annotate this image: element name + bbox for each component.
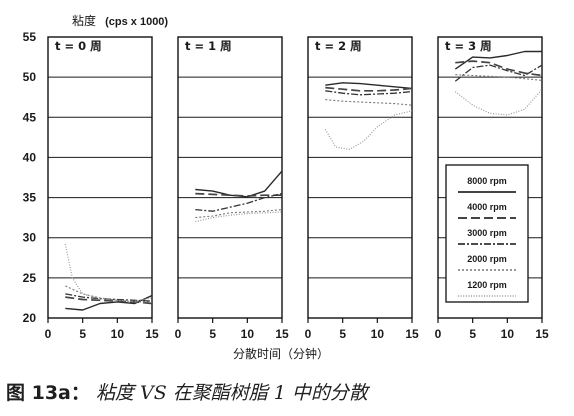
y-axis-title-prefix: 粘度: [72, 13, 96, 28]
x-tick-label: 15: [405, 327, 419, 341]
x-tick-label: 5: [209, 327, 216, 341]
x-tick-label: 0: [175, 327, 182, 341]
series-line: [325, 82, 413, 90]
legend: 8000 rpm 4000 rpm 3000 rpm 2000 rpm 1200 rpm: [445, 164, 529, 303]
series-line: [454, 64, 543, 82]
panel-title: t = 2 周: [315, 39, 362, 53]
chart-panel: 0 5 10 15 t = 2 周: [305, 36, 419, 341]
x-tick-label: 0: [305, 327, 312, 341]
chart-panel: 0 5 10 15 t = 0 周: [45, 36, 159, 341]
panel-frame: [307, 36, 413, 319]
panel-title: t = 1 周: [185, 39, 232, 53]
series-line: [325, 90, 413, 96]
panel-title: t = 3 周: [445, 39, 492, 53]
figure-caption: 图 13a： 粘度 VS 在聚酯树脂 1 中的分散: [6, 378, 368, 405]
x-tick-label: 5: [469, 327, 476, 341]
x-tick-label: 0: [45, 327, 52, 341]
series-line: [195, 209, 283, 219]
panel-title: t = 0 周: [55, 39, 102, 53]
figure-number: 图 13a：: [6, 382, 90, 404]
x-tick-label: 5: [339, 327, 346, 341]
y-tick-label: 45: [23, 110, 37, 124]
y-tick-label: 50: [23, 70, 37, 84]
series-line: [195, 192, 282, 197]
x-tick-label: 10: [111, 327, 125, 341]
x-tick-label: 15: [535, 327, 549, 341]
x-tick-label: 15: [145, 327, 159, 341]
series-line: [195, 211, 283, 223]
x-tick-label: 15: [275, 327, 289, 341]
series-line: [65, 296, 153, 305]
panel-frame: [437, 36, 543, 319]
legend-label: 2000 rpm: [467, 254, 507, 264]
legend-label: 8000 rpm: [467, 176, 507, 186]
series-line: [454, 50, 542, 70]
y-tick-label: 55: [23, 30, 37, 44]
series-line: [325, 99, 413, 106]
panel-frame: [47, 36, 153, 319]
series-line: [64, 243, 153, 302]
x-tick-label: 10: [241, 327, 255, 341]
series-line: [324, 110, 413, 150]
series-line: [65, 285, 152, 303]
y-tick-label: 25: [23, 271, 37, 285]
y-axis-title: 粘度 (cps x 1000): [72, 10, 168, 29]
legend-label: 4000 rpm: [467, 202, 507, 212]
series-line: [455, 60, 543, 77]
series-line: [195, 192, 283, 212]
panel-frame: [177, 36, 283, 319]
x-tick-label: 10: [501, 327, 515, 341]
series-line: [195, 170, 283, 198]
x-tick-label: 10: [371, 327, 385, 341]
legend-label: 1200 rpm: [467, 280, 507, 290]
legend-label: 3000 rpm: [467, 228, 507, 238]
legend-box: [445, 164, 529, 303]
y-tick-label: 30: [23, 231, 37, 245]
chart-panel: 0 5 10 15 t = 1 周: [175, 36, 289, 341]
series-line: [325, 86, 413, 92]
x-axis-label: 分散时间（分钟）: [233, 346, 329, 361]
y-axis-title-unit: (cps x 1000): [105, 16, 168, 28]
x-tick-label: 0: [435, 327, 442, 341]
series-line: [454, 88, 543, 116]
figure-caption-text: 粘度 VS 在聚酯树脂 1 中的分散: [95, 382, 368, 404]
y-tick-label: 40: [23, 150, 37, 164]
series-line: [455, 74, 543, 81]
y-tick-label: 20: [23, 311, 37, 325]
y-tick-label: 35: [23, 191, 37, 205]
x-tick-label: 5: [79, 327, 86, 341]
